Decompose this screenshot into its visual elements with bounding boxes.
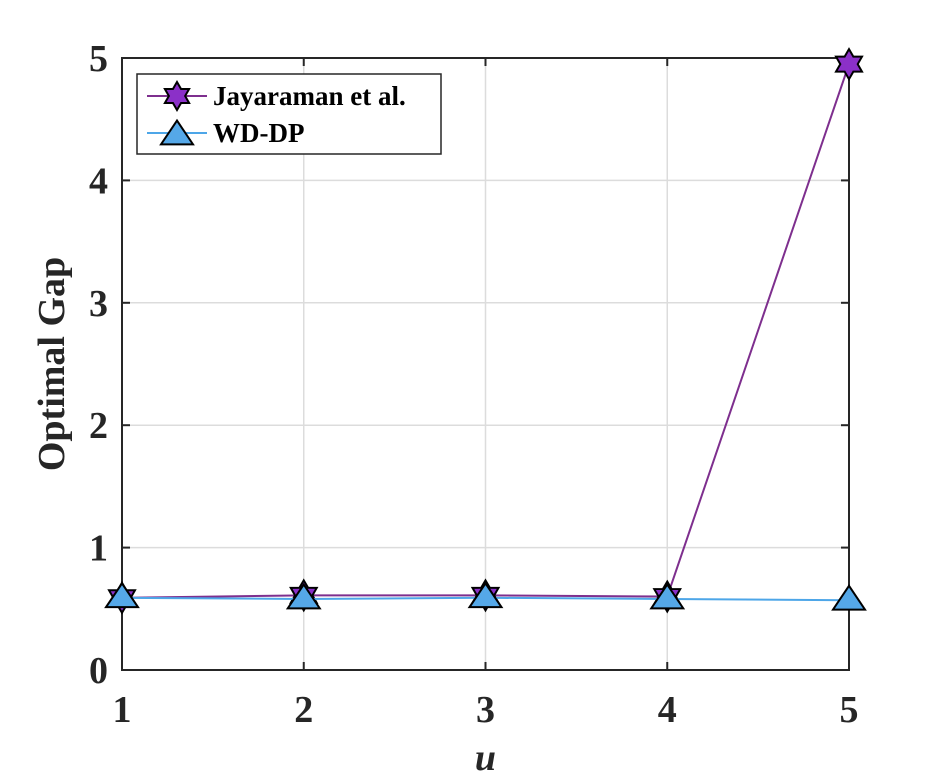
legend-marker — [159, 118, 195, 146]
data-point — [467, 581, 504, 609]
y-tick-label: 3 — [89, 283, 108, 325]
data-point — [104, 581, 140, 609]
data-point — [285, 582, 322, 610]
data-point — [649, 582, 686, 610]
legend: Jayaraman et al. WD-DP — [136, 73, 442, 155]
legend-entry: Jayaraman et al. — [147, 80, 406, 112]
y-axis-title: Optimal Gap — [31, 257, 73, 471]
series — [104, 47, 867, 615]
x-tick-label: 1 — [113, 689, 132, 731]
legend-marker — [163, 80, 191, 112]
legend-label: WD-DP — [213, 118, 304, 148]
y-tick-label: 2 — [89, 405, 108, 447]
data-point — [831, 584, 867, 611]
x-tick-label: 4 — [658, 689, 677, 731]
y-tick-label: 0 — [89, 650, 108, 692]
series-1 — [104, 581, 867, 611]
y-tick-label: 5 — [89, 38, 108, 80]
y-tick-label: 4 — [89, 160, 108, 202]
legend-label: Jayaraman et al. — [213, 81, 406, 111]
data-point — [834, 47, 864, 82]
legend-entry: WD-DP — [147, 118, 304, 148]
y-tick-label: 1 — [89, 528, 108, 570]
x-tick-label: 2 — [294, 689, 313, 731]
x-axis-title: u — [475, 737, 496, 779]
x-tick-label: 5 — [840, 689, 859, 731]
x-tick-label: 3 — [476, 689, 495, 731]
